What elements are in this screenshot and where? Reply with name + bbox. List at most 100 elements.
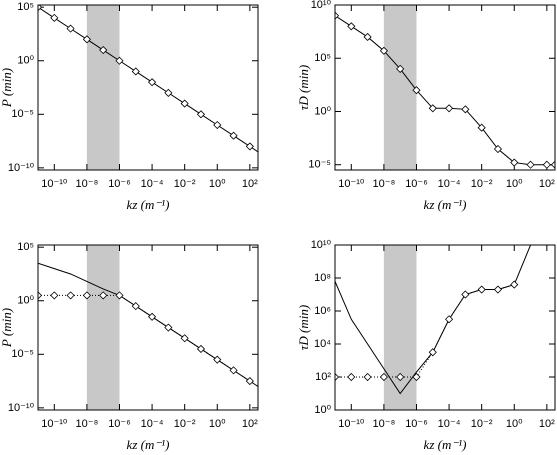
y-tick-label: 10⁰ [314,404,331,416]
x-tick-label: 10⁻¹⁰ [338,178,365,190]
diamond-marker [180,334,189,343]
plot-frame [334,4,556,171]
x-tick-label: 10⁻⁶ [405,418,428,430]
y-tick-label: 10⁵ [17,241,34,253]
diamond-marker [335,372,340,382]
y-tick-label: 10⁻¹⁰ [8,402,35,414]
diamond-marker [363,32,372,42]
x-tick-label: 10⁻⁴ [438,178,461,190]
plot-frame [37,4,259,171]
diamond-marker [229,366,238,375]
plot-frame [37,244,259,411]
y-tick-label: 10¹⁰ [311,239,332,251]
x-tick-label: 10² [539,178,555,190]
x-axis-label: kz (m⁻¹) [424,437,467,452]
diamond-marker [99,45,108,55]
diamond-marker [379,372,388,382]
x-tick-label: 10⁻⁶ [108,178,131,190]
y-tick-label: 10⁰ [314,105,331,117]
x-tick-label: 10⁰ [209,178,226,190]
diamond-marker [477,285,486,294]
x-tick-label: 10⁻⁸ [76,178,99,190]
x-axis-label: kz (m⁻¹) [424,197,467,212]
x-tick-label: 10² [242,178,258,190]
diamond-marker [66,24,75,33]
diamond-marker [461,290,470,299]
diamond-marker [550,160,555,169]
panel: 10⁻¹⁰ 10⁻⁸ 10⁻⁶ 10⁻⁴ 10⁻² 10⁰ 10² 10⁻⁵ 10⁰ 10⁵ 10¹… [296,0,556,212]
y-tick-label: 10⁴ [314,338,331,350]
diamond-marker [461,105,470,114]
x-tick-label: 10⁻² [471,178,493,190]
diamond-marker [50,13,59,22]
diamond-marker [493,144,503,154]
y-axis-label: τD (min) [296,305,311,350]
diamond-marker [428,104,437,113]
diamond-marker [115,56,124,65]
y-tick-label: 10² [315,371,331,383]
diamond-marker [477,123,486,132]
diamond-marker [396,372,405,382]
data-line [38,262,258,387]
marker-line [335,284,515,378]
y-tick-label: 10⁵ [314,52,331,64]
x-tick-label: 10⁻⁴ [438,418,461,430]
diamond-marker [131,67,140,76]
diamond-marker [412,372,421,382]
shaded-band [383,245,417,410]
data-line [335,245,532,395]
x-tick-label: 10⁻⁸ [373,418,396,430]
y-tick-label: 10⁸ [314,272,331,284]
diamond-marker [542,160,551,169]
diamond-marker [510,280,519,289]
x-axis-label: kz (m⁻¹) [127,197,170,212]
y-axis-label: τD (min) [296,65,311,110]
x-axis-label: kz (m⁻¹) [127,437,170,452]
x-tick-label: 10⁰ [209,418,226,430]
diamond-marker [347,372,356,382]
diamond-marker [510,158,519,167]
diamond-marker [229,131,238,140]
y-axis-label: P (min) [0,308,14,348]
x-tick-label: 10⁻² [471,418,493,430]
diamond-marker [245,142,254,151]
marker-line [38,294,251,382]
diamond-marker [131,302,140,311]
panel: 10⁻¹⁰ 10⁻⁸ 10⁻⁶ 10⁻⁴ 10⁻² 10⁰ 10² 10⁻¹⁰ 10⁻⁵ 10⁰ 1… [0,1,259,212]
y-tick-label: 10⁻⁵ [11,348,34,360]
x-tick-label: 10⁻¹⁰ [338,418,365,430]
diamond-marker [213,355,222,364]
x-tick-label: 10⁻² [174,418,196,430]
y-tick-label: 10¹⁰ [311,0,332,11]
diamond-marker [379,46,388,55]
diamond-marker [196,110,206,119]
diamond-marker [50,291,59,300]
shaded-band [86,245,120,410]
diamond-marker [363,372,372,382]
x-tick-label: 10⁰ [506,418,523,430]
diamond-marker [148,78,157,87]
diamond-marker [213,120,222,130]
x-tick-label: 10⁻² [174,178,196,190]
y-axis-label: P (min) [0,68,14,108]
diamond-marker [99,291,108,300]
x-tick-label: 10⁻⁸ [76,418,99,430]
y-tick-label: 10⁰ [17,55,34,67]
x-tick-label: 10² [539,418,555,430]
plot-frame [334,244,556,411]
diamond-marker [428,348,437,357]
y-tick-label: 10⁵ [17,1,34,13]
diamond-marker [347,22,356,31]
diamond-marker [38,5,43,12]
y-tick-label: 10⁻⁵ [11,108,34,120]
x-tick-label: 10⁻¹⁰ [41,178,68,190]
diamond-marker [445,104,454,113]
diamond-marker [196,344,206,354]
panel: 10⁻¹⁰ 10⁻⁸ 10⁻⁶ 10⁻⁴ 10⁻² 10⁰ 10² 10⁰ 10² 10⁴ 10⁶ 1… [296,239,556,452]
diamond-marker [445,315,454,324]
diamond-marker [180,99,189,108]
y-tick-label: 10⁻¹⁰ [8,162,35,174]
diamond-marker [82,35,91,44]
y-tick-label: 10⁰ [17,295,34,307]
